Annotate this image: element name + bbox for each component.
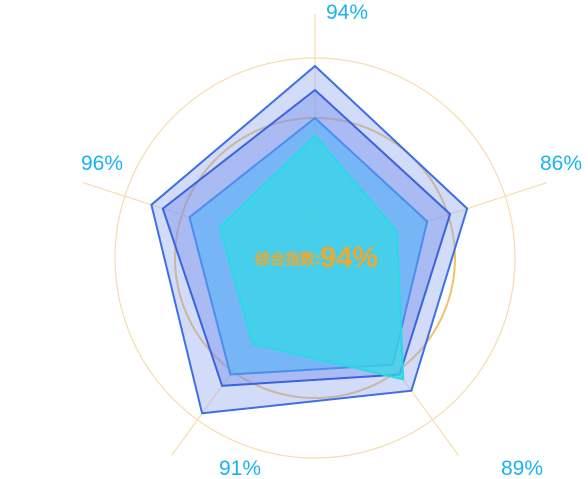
axis-label-bottom-right: 89% [501, 457, 543, 479]
radar-series [150, 64, 469, 415]
axis-label-left: 96% [81, 152, 123, 175]
axis-label-top: 94% [326, 1, 368, 24]
axis-label-right: 86% [540, 152, 582, 175]
radar-series-polygon-4 [218, 134, 405, 381]
axis-label-bottom-left: 91% [219, 457, 261, 479]
center-index-label: 综合指数: [255, 250, 321, 268]
axis-labels: 94% 86% 89% 91% 96% [81, 1, 582, 479]
center-index-value: 94% [320, 242, 378, 274]
center-index: 综合指数: 94% [255, 242, 378, 274]
